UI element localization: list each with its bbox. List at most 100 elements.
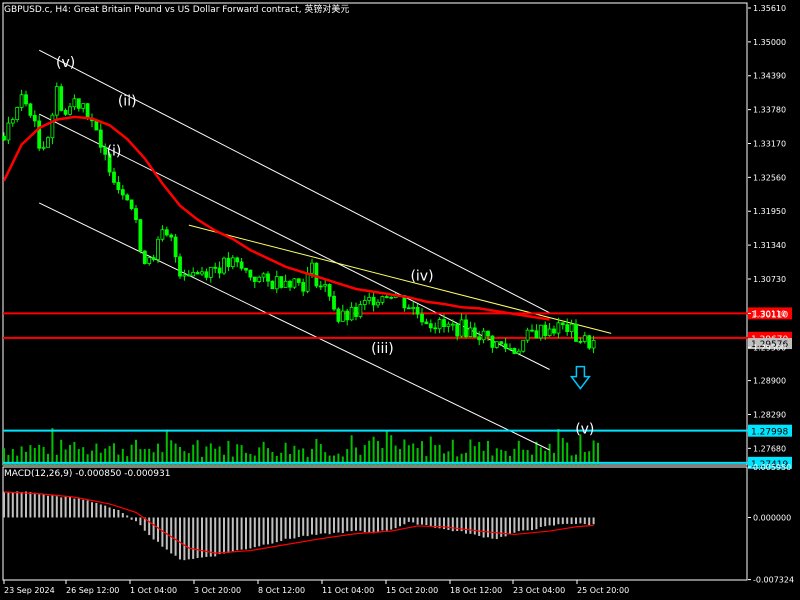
volume-bar — [315, 438, 318, 465]
macd-bar — [91, 502, 93, 518]
macd-bar — [399, 517, 401, 527]
macd-bar — [517, 517, 520, 532]
price-tick-label: 1.30110 — [753, 309, 786, 318]
volume-bar — [262, 441, 265, 465]
macd-bar — [363, 517, 366, 533]
volume-bar — [267, 448, 269, 465]
candle-body — [160, 229, 165, 240]
macd-bar — [315, 517, 318, 535]
macd-bar — [280, 517, 283, 541]
candle-body — [565, 324, 570, 332]
volume-bar — [7, 454, 10, 465]
macd-bar — [306, 517, 309, 537]
candle-body — [138, 219, 143, 252]
down-arrow-icon — [569, 365, 591, 390]
wave-label: (i) — [107, 144, 122, 160]
candle-body — [486, 330, 490, 337]
candle-body — [147, 257, 152, 264]
volume-bar — [231, 456, 234, 465]
macd-bar — [117, 509, 120, 518]
macd-bar — [319, 517, 322, 534]
macd-bar — [539, 517, 542, 527]
candle-body — [472, 327, 477, 338]
candle-body — [446, 323, 451, 327]
macd-bar — [121, 513, 124, 518]
macd-bar — [275, 517, 278, 543]
volume-bar — [421, 441, 423, 465]
volume-bar — [245, 452, 247, 465]
candle-body — [406, 307, 411, 310]
candle-body — [490, 335, 495, 348]
candle-body — [464, 319, 468, 337]
candle-body — [50, 114, 55, 139]
candle-body — [270, 280, 275, 290]
macd-bar — [25, 491, 27, 518]
volume-bar — [249, 453, 252, 465]
volume-bar — [82, 447, 85, 465]
candle-body — [314, 262, 319, 287]
channel-lines — [38, 49, 612, 451]
channel-line — [38, 202, 550, 451]
volume-bar — [157, 443, 159, 465]
volume-bar — [60, 439, 63, 465]
candle-body — [217, 267, 222, 274]
time-tick-label: 11 Oct 04:00 — [322, 586, 374, 595]
volume-bar — [170, 440, 173, 465]
volume-bar — [575, 454, 577, 465]
volume-bar — [359, 454, 362, 465]
macd-bar — [341, 517, 344, 534]
candle-body — [182, 274, 187, 277]
macd-bar — [3, 491, 5, 518]
macd-bar — [407, 517, 410, 522]
candle-body — [15, 106, 20, 121]
macd-bar — [359, 517, 362, 531]
volume-bar — [561, 438, 564, 465]
macd-bar — [245, 517, 247, 550]
macd-bar — [152, 517, 155, 540]
volume-bar — [597, 442, 599, 465]
candle-body — [85, 103, 90, 119]
volume-bar — [86, 454, 89, 465]
macd-bar — [566, 517, 569, 524]
candle-body — [2, 135, 6, 141]
macd-bar — [271, 517, 274, 544]
macd-bar — [425, 517, 428, 526]
candle-body — [173, 236, 178, 258]
volume-bar — [3, 448, 5, 465]
macd-bar — [293, 517, 296, 539]
candle-body — [354, 306, 358, 317]
volume-bar — [196, 440, 199, 465]
macd-bar — [324, 517, 327, 534]
macd-bar — [240, 517, 243, 550]
candle-body — [384, 296, 389, 298]
candle-body — [371, 296, 376, 306]
volume-bar — [473, 446, 476, 465]
candle-body — [283, 280, 288, 288]
macd-bar — [535, 517, 538, 530]
candle-body — [41, 146, 46, 149]
volume-bar — [443, 453, 445, 465]
volume-bar — [539, 447, 542, 465]
candle-body — [569, 323, 574, 332]
macd-bar — [170, 517, 173, 554]
macd-bar — [403, 517, 406, 525]
candle-body — [59, 86, 64, 111]
candle-body — [204, 271, 209, 278]
macd-bar — [223, 517, 225, 554]
candle-body — [345, 310, 350, 321]
macd-bar — [460, 517, 463, 532]
volume-bar — [341, 456, 344, 465]
macd-bar — [337, 517, 340, 533]
candle-body — [525, 329, 530, 341]
support-level-tag — [748, 424, 792, 437]
macd-bar — [469, 517, 472, 534]
volume-bar — [214, 448, 217, 465]
price-tick-label: 1.35610 — [753, 4, 786, 13]
candle-body — [46, 137, 50, 148]
macd-bar — [73, 498, 76, 518]
volume-bar — [390, 435, 393, 465]
time-tick-label: 25 Oct 20:00 — [577, 586, 629, 595]
volume-bar — [311, 448, 313, 465]
